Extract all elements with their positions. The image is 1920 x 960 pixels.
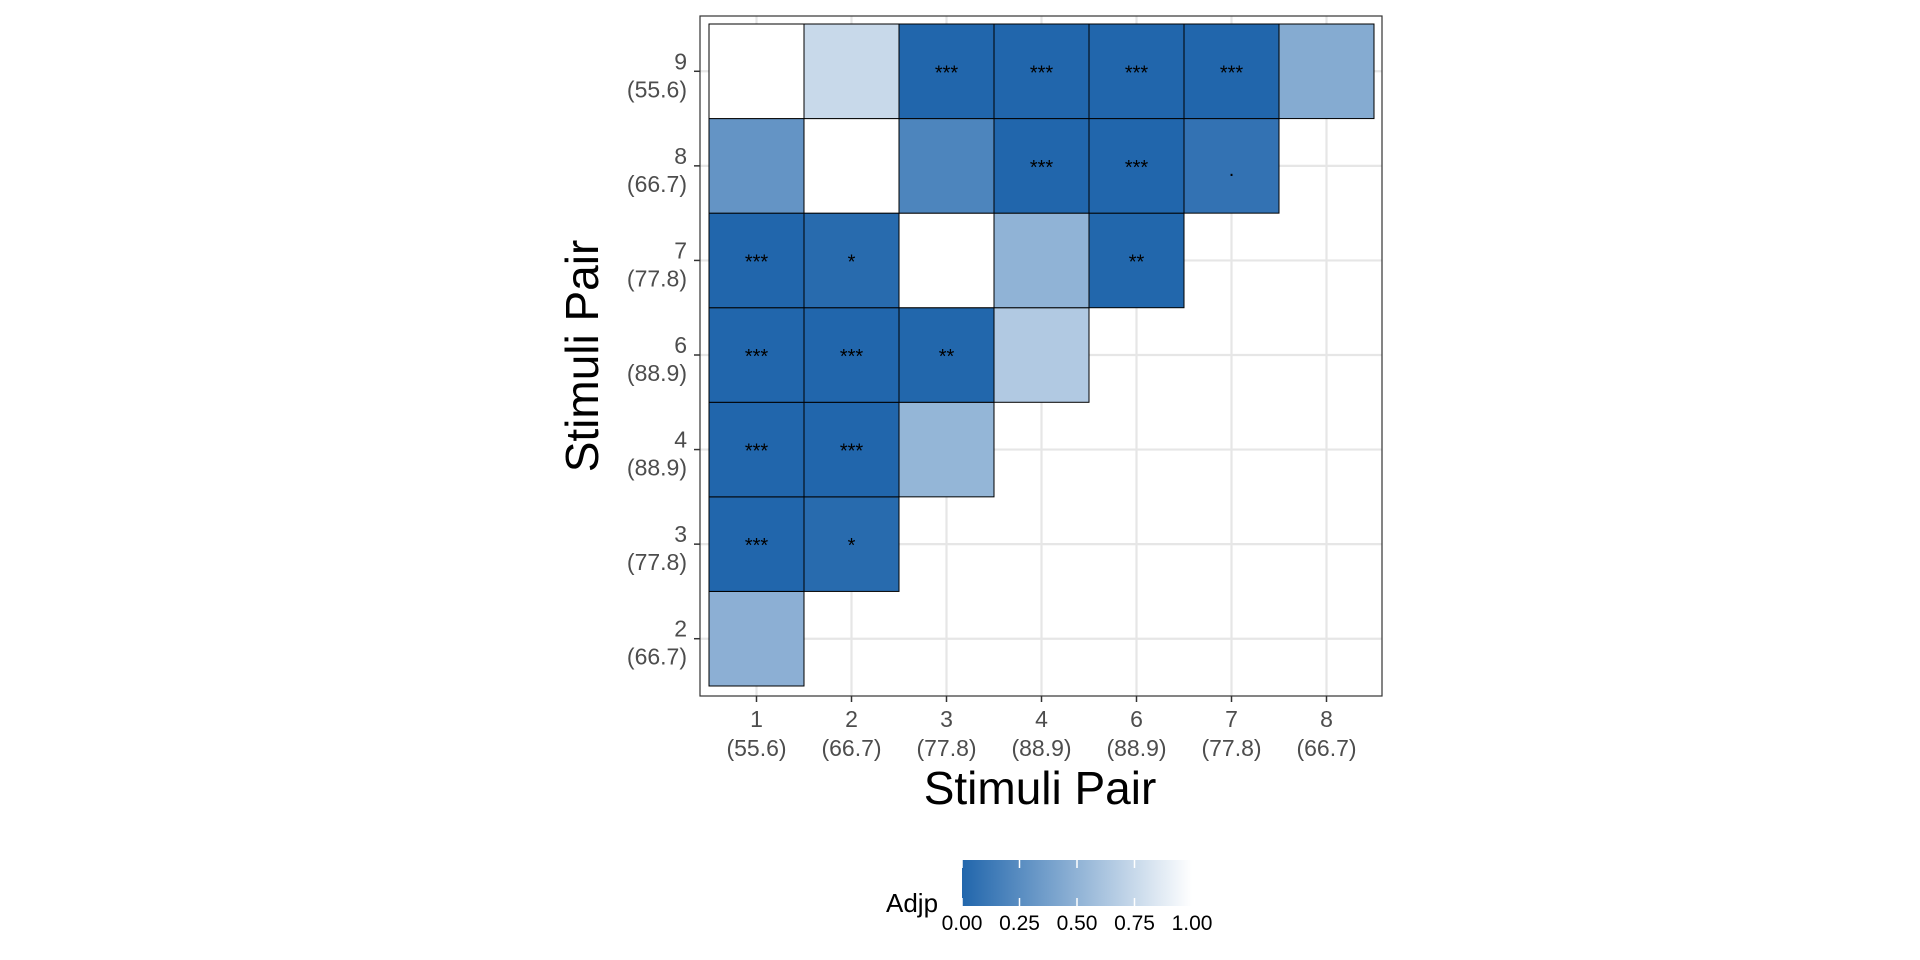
legend-tick-label-4: 1.00: [1172, 912, 1213, 935]
heatmap-cell-4-8: [993, 118, 1090, 214]
heatmap-cell-6-9: [1088, 23, 1185, 120]
x-tick-pct-1: (55.6): [726, 735, 786, 761]
heatmap-cell-6-7: [1088, 212, 1185, 309]
heatmap-cell-4-7: [993, 212, 1090, 309]
y-tick-pct-9: (55.6): [627, 76, 687, 102]
heatmap-cell-1-8: [708, 118, 805, 214]
heatmap-cell-4-6: [993, 307, 1090, 403]
heatmap-cell-2-7: [803, 212, 900, 309]
heatmap-cell-1-3: [708, 496, 805, 592]
significance-label-3-6: **: [939, 346, 955, 368]
significance-label-1-4: ***: [745, 441, 769, 463]
y-tick-pct-4: (88.9): [627, 455, 687, 481]
significance-label-2-7: *: [848, 251, 856, 273]
heatmap-cell-3-6: [898, 307, 995, 403]
heatmap-cell-7-9: [1183, 23, 1280, 120]
significance-label-1-7: ***: [745, 251, 769, 273]
significance-label-6-7: **: [1129, 251, 1145, 273]
x-tick-pct-6: (88.9): [1106, 735, 1166, 761]
legend-tick-label-0: 0.00: [942, 912, 983, 935]
legend-tick-label-3: 0.75: [1114, 912, 1155, 935]
legend-tick-label-2: 0.50: [1057, 912, 1098, 935]
heatmap-cell-2-6: [803, 307, 900, 403]
y-axis: 2(66.7)3(77.8)4(88.9)6(88.9)7(77.8)8(66.…: [627, 48, 700, 670]
heatmap-cells: *** **** ****** *** ***** * ***** *** .*** *** ***…: [708, 23, 1375, 687]
significance-label-2-3: *: [848, 535, 856, 557]
heatmap-cell-1-6: [708, 307, 805, 403]
heatmap-cell-3-7: [898, 212, 995, 309]
significance-label-2-6: ***: [840, 346, 864, 368]
significance-label-4-8: ***: [1030, 157, 1054, 179]
x-tick-pct-3: (77.8): [916, 735, 976, 761]
y-tick-label-7: 7: [674, 237, 687, 263]
heatmap-cell-3-8: [898, 118, 995, 214]
colorbar-legend: Adjp 0.00 0.25 0.50 0.75 1.00: [886, 860, 1212, 935]
y-tick-label-9: 9: [674, 48, 687, 74]
x-tick-pct-7: (77.8): [1201, 735, 1261, 761]
x-axis: 1 (55.6) 2 (66.7) 3 (77.8) 4 (88.9) 6 (88.9) 7 (77.…: [726, 696, 1357, 761]
y-tick-pct-6: (88.9): [627, 360, 687, 386]
x-tick-label-8: 8: [1320, 706, 1333, 732]
y-tick-label-6: 6: [674, 332, 687, 358]
x-axis-title: Stimuli Pair: [924, 762, 1157, 814]
x-tick-pct-4: (88.9): [1011, 735, 1071, 761]
y-tick-pct-7: (77.8): [627, 265, 687, 291]
significance-label-1-6: ***: [745, 346, 769, 368]
x-tick-label-3: 3: [940, 706, 953, 732]
x-tick-pct-8: (66.7): [1296, 735, 1356, 761]
y-tick-label-3: 3: [674, 521, 687, 547]
x-tick-label-6: 6: [1130, 706, 1143, 732]
significance-label-1-3: ***: [745, 535, 769, 557]
significance-label-7-9: ***: [1220, 62, 1244, 84]
heatmap-cell-1-2: [708, 590, 805, 687]
heatmap-cell-7-8: [1183, 118, 1280, 214]
y-tick-label-2: 2: [674, 616, 687, 642]
heatmap-cell-1-9: [708, 23, 805, 120]
significance-label-3-9: ***: [935, 62, 959, 84]
y-tick-label-4: 4: [674, 427, 687, 453]
heatmap-cell-4-9: [993, 23, 1090, 120]
significance-label-4-9: ***: [1030, 62, 1054, 84]
y-tick-pct-2: (66.7): [627, 644, 687, 670]
heatmap-cell-2-8: [803, 118, 900, 214]
legend-tick-label-1: 0.25: [999, 912, 1040, 935]
significance-label-6-9: ***: [1125, 62, 1149, 84]
significance-label-7-8: .: [1229, 159, 1235, 181]
heatmap-cell-1-4: [708, 401, 805, 498]
y-tick-pct-8: (66.7): [627, 171, 687, 197]
heatmap-cell-2-9: [803, 23, 900, 120]
x-tick-label-4: 4: [1035, 706, 1048, 732]
significance-label-2-4: ***: [840, 441, 864, 463]
heatmap-cell-6-8: [1088, 118, 1185, 214]
y-tick-label-8: 8: [674, 143, 687, 169]
x-tick-label-1: 1: [750, 706, 763, 732]
x-tick-label-7: 7: [1225, 706, 1238, 732]
legend-title: Adjp: [886, 888, 938, 918]
heatmap-cell-2-3: [803, 496, 900, 592]
x-tick-pct-2: (66.7): [821, 735, 881, 761]
y-axis-title: Stimuli Pair: [556, 240, 608, 473]
y-tick-pct-3: (77.8): [627, 549, 687, 575]
heatmap-cell-2-4: [803, 401, 900, 498]
significance-label-6-8: ***: [1125, 157, 1149, 179]
heatmap-cell-8-9: [1278, 23, 1375, 120]
x-tick-label-2: 2: [845, 706, 858, 732]
heatmap-cell-3-4: [898, 401, 995, 498]
legend-ticks: 0.00 0.25 0.50 0.75 1.00: [942, 860, 1213, 935]
